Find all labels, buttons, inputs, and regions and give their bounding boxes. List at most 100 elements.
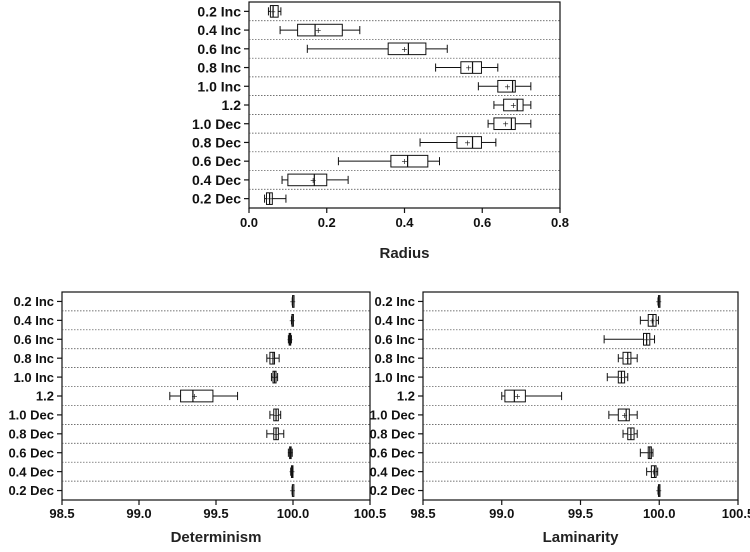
mean-marker: + (650, 468, 657, 477)
mean-marker: + (655, 297, 662, 306)
iqr-box (269, 351, 276, 365)
x-tick-label: 100.0 (643, 506, 676, 521)
x-tick-label: 100.0 (277, 506, 310, 521)
box-0: + (289, 295, 296, 308)
box-9: + (646, 465, 659, 478)
x-tick-label: 0.8 (551, 215, 569, 230)
category-label: 1.2 (36, 389, 54, 404)
category-label: 0.8 Inc (14, 351, 54, 366)
iqr-box (493, 117, 516, 131)
category-label: 0.8 Inc (375, 351, 415, 366)
category-label: 1.2 (222, 97, 242, 113)
category-label: 0.4 Inc (375, 313, 415, 328)
box-6: + (269, 408, 282, 422)
mean-marker: + (649, 316, 656, 325)
category-label: 0.4 Dec (8, 464, 54, 479)
mean-marker: + (287, 449, 294, 458)
box-9: + (281, 173, 349, 187)
iqr-box (647, 314, 657, 327)
iqr-box (622, 351, 632, 365)
category-label: 1.0 Inc (375, 370, 415, 385)
x-axis-title: Determinism (171, 529, 262, 546)
mean-marker: + (628, 430, 635, 439)
box-4: + (270, 370, 279, 384)
mean-marker: + (287, 335, 294, 344)
category-label: 0.6 Dec (8, 445, 54, 460)
box-4: + (477, 79, 532, 93)
iqr-box (287, 173, 328, 187)
category-label: 0.8 Dec (8, 426, 54, 441)
mean-marker: + (510, 101, 517, 110)
x-tick-label: 99.5 (568, 506, 593, 521)
mean-marker: + (270, 354, 277, 363)
category-label: 0.6 Inc (14, 332, 54, 347)
mean-marker: + (401, 157, 408, 166)
mean-marker: + (502, 120, 509, 129)
category-label: 1.0 Inc (14, 370, 54, 385)
mean-marker: + (271, 373, 278, 382)
category-label: 0.2 Dec (8, 483, 54, 498)
box-10: + (289, 484, 296, 497)
x-tick-label: 100.5 (722, 506, 750, 521)
mean-marker: + (465, 64, 472, 73)
x-tick-label: 0.2 (318, 215, 336, 230)
box-5: + (501, 389, 563, 403)
box-9: + (289, 465, 296, 478)
x-tick-label: 99.0 (126, 506, 151, 521)
x-axis-title: Radius (379, 245, 429, 262)
mean-marker: + (266, 195, 273, 204)
box-6: + (608, 408, 638, 422)
category-label: 0.2 Inc (14, 294, 54, 309)
category-label: 0.2 Inc (375, 294, 415, 309)
box-8: + (287, 446, 294, 460)
mean-marker: + (310, 176, 317, 185)
box-3: + (266, 351, 280, 365)
x-axis-title: Laminarity (543, 529, 620, 546)
box-6: + (487, 117, 532, 131)
iqr-box (617, 408, 630, 422)
box-1: + (279, 23, 361, 37)
category-label: 1.0 Dec (369, 408, 415, 423)
category-label: 0.6 Dec (192, 153, 241, 169)
mean-marker: + (618, 373, 625, 382)
category-label: 0.4 Inc (14, 313, 54, 328)
mean-marker: + (269, 7, 276, 16)
box-3: + (617, 351, 638, 365)
x-tick-label: 98.5 (49, 506, 74, 521)
box-2: + (287, 332, 294, 346)
x-tick-label: 100.5 (354, 506, 387, 521)
mean-marker: + (464, 138, 471, 147)
mean-marker: + (621, 411, 628, 420)
laminarity-panel: 98.5 99.0 99.5 100.0 100.5 0.2 Inc 0.4 Inc 0.6 … (369, 291, 750, 546)
category-label: 0.6 Dec (369, 445, 415, 460)
category-label: 0.6 Inc (197, 41, 241, 57)
category-label: 0.2 Inc (197, 3, 241, 19)
iqr-box (460, 61, 482, 74)
category-label: 0.8 Dec (192, 134, 241, 150)
mean-marker: + (289, 316, 296, 325)
mean-marker: + (289, 468, 296, 477)
category-label: 0.4 Inc (197, 22, 241, 38)
x-tick-label: 98.5 (410, 506, 435, 521)
mean-marker: + (273, 411, 280, 420)
category-label: 0.4 Dec (192, 172, 241, 188)
category-label: 0.4 Dec (369, 464, 415, 479)
plot-frame (422, 291, 739, 501)
box-7: + (266, 427, 285, 441)
iqr-box (390, 154, 429, 168)
x-tick-label: 0.4 (395, 215, 414, 230)
iqr-box (456, 136, 482, 149)
iqr-box (504, 389, 526, 403)
box-5: + (493, 98, 532, 112)
box-10: + (264, 192, 287, 205)
category-label: 1.0 Dec (8, 408, 54, 423)
mean-marker: + (624, 354, 631, 363)
mean-marker: + (191, 392, 198, 401)
category-label: 0.2 Dec (369, 483, 415, 498)
x-tick-label: 0.6 (473, 215, 491, 230)
category-label: 0.8 Inc (197, 60, 241, 76)
determinism-panel: 98.5 99.0 99.5 100.0 100.5 0.2 Inc 0.4 Inc 0.6 … (8, 291, 387, 546)
box-8: + (639, 446, 654, 460)
box-0: + (267, 5, 282, 18)
